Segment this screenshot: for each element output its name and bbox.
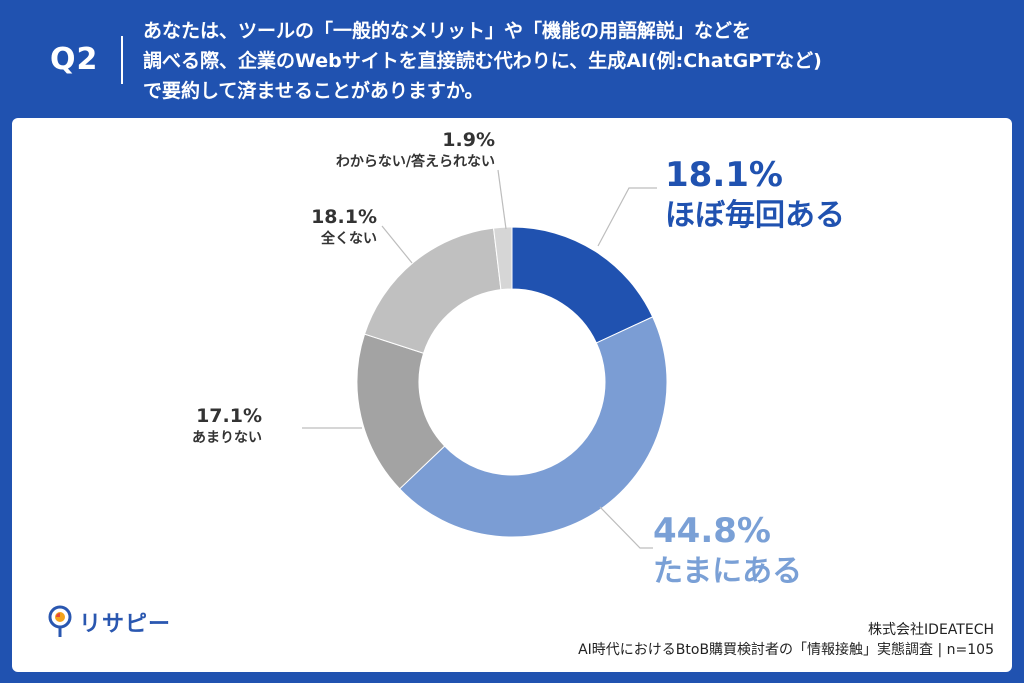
brand-logo: リサピー	[47, 605, 171, 639]
question-divider	[121, 36, 123, 84]
donut-slice-sometimes	[398, 316, 668, 538]
donut-slice-unknown	[492, 226, 513, 291]
source-footer: 株式会社IDEATECH AI時代におけるBtoB購買検討者の「情報接触」実態調…	[578, 620, 994, 660]
callout-rarely: 17.1% あまりない	[152, 404, 262, 448]
donut-chart	[302, 169, 668, 549]
callout-every-time: 18.1% ほぼ毎回ある	[665, 154, 845, 236]
callout-unknown: 1.9% わからない/答えられない	[245, 128, 495, 172]
leader-line-unknown	[497, 169, 507, 230]
slice-pct-label: 18.1%	[311, 206, 377, 228]
donut-slice-never	[363, 227, 502, 354]
question-line: 調べる際、企業のWebサイトを直接読む代わりに、生成AI(例:ChatGPTなど…	[143, 50, 822, 72]
slice-label: 全くない	[321, 231, 377, 247]
slice-pct-label: 17.1%	[196, 405, 262, 427]
question-number: Q2	[50, 42, 99, 77]
slice-label: あまりない	[192, 430, 262, 446]
question-text: あなたは、ツールの「一般的なメリット」や「機能の用語解説」などを 調べる際、企業…	[143, 16, 1003, 106]
brand-logo-text: リサピー	[79, 612, 172, 637]
pin-icon	[48, 605, 72, 637]
leader-line-never	[381, 225, 413, 264]
slice-pct-label: 18.1%	[665, 155, 783, 195]
question-line: で要約して済ませることがありますか。	[143, 80, 484, 102]
donut-slice-every-time	[511, 226, 654, 344]
question-header: Q2 あなたは、ツールの「一般的なメリット」や「機能の用語解説」などを 調べる際…	[0, 0, 1024, 118]
leader-line-sometimes	[599, 506, 653, 549]
callout-never: 18.1% 全くない	[247, 205, 377, 249]
slice-label: わからない/答えられない	[335, 154, 495, 170]
company-name: 株式会社IDEATECH	[868, 622, 994, 638]
slice-pct-label: 44.8%	[653, 511, 771, 551]
leader-line-every-time	[597, 187, 657, 247]
callout-sometimes: 44.8% たまにある	[653, 510, 802, 592]
question-line: あなたは、ツールの「一般的なメリット」や「機能の用語解説」などを	[143, 20, 752, 42]
slice-label: たまにある	[653, 554, 803, 589]
survey-title: AI時代におけるBtoB購買検討者の「情報接触」実態調査 | n=105	[578, 642, 994, 658]
slice-label: ほぼ毎回ある	[665, 198, 845, 233]
chart-card: 1.9% わからない/答えられない 18.1% 全くない 17.1% あまりない…	[12, 118, 1012, 672]
slice-pct-label: 1.9%	[442, 129, 495, 151]
